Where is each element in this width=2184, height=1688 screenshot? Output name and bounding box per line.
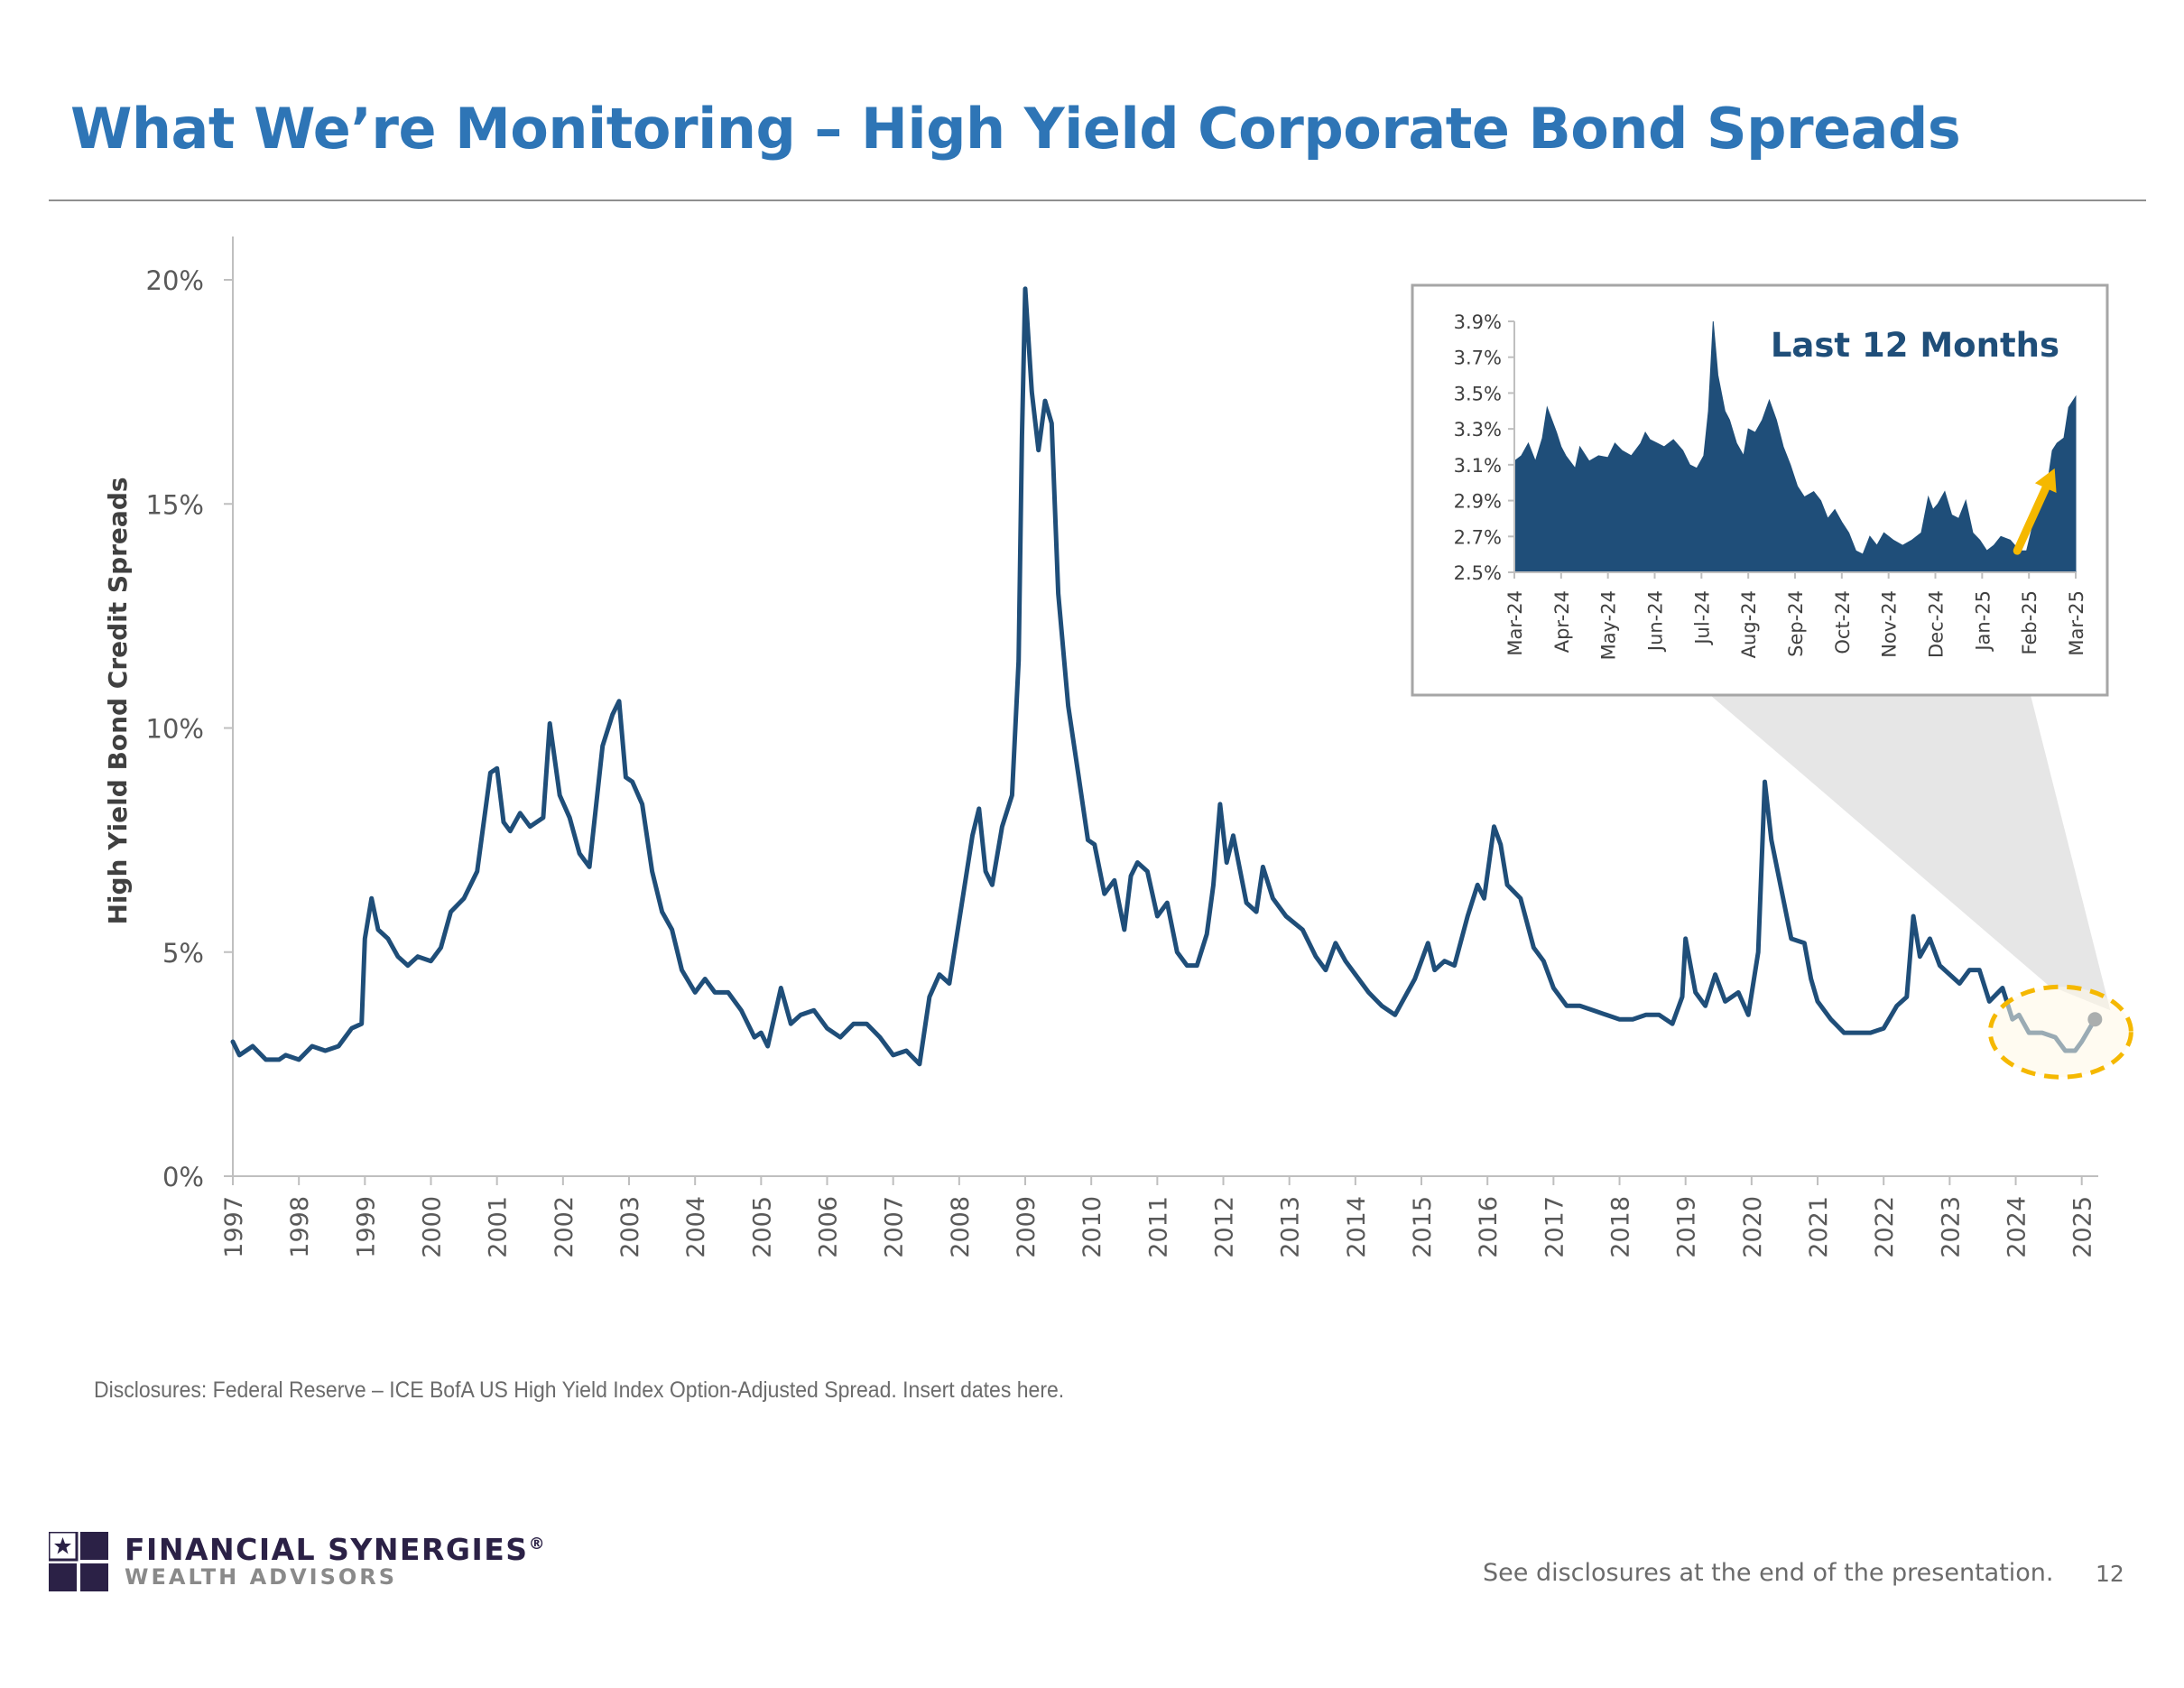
inset-x-tick-label: Jul-24 (1691, 590, 1713, 646)
x-tick-label: 2000 (419, 1196, 447, 1258)
inset-x-tick-label: Mar-25 (2066, 590, 2087, 656)
inset-title: Last 12 Months (1771, 326, 2059, 365)
company-logo: FINANCIAL SYNERGIES® WEALTH ADVISORS (49, 1532, 608, 1591)
y-tick-label: 5% (162, 938, 204, 969)
x-tick-label: 2018 (1607, 1196, 1635, 1258)
x-tick-label: 2011 (1144, 1196, 1172, 1258)
x-tick-label: 2022 (1871, 1196, 1899, 1258)
main-chart-axes: 0% 5% 10% 15% 20% 1997 1998 1999 2000 2001 2002 200… (103, 237, 2098, 1258)
logo-tagline: WEALTH ADVISORS (125, 1564, 398, 1590)
inset-x-tick-label: May-24 (1598, 590, 1620, 660)
inset-y-tick-label: 3.1% (1454, 455, 1502, 477)
x-tick-label: 2019 (1673, 1196, 1701, 1258)
title-divider (49, 199, 2146, 201)
y-tick-label: 20% (146, 265, 204, 296)
inset-y-tick-label: 3.3% (1454, 419, 1502, 441)
y-tick-label: 10% (146, 714, 204, 745)
x-tick-label: 2023 (1937, 1196, 1965, 1258)
disclosure-text: Disclosures: Federal Reserve – ICE BofA … (94, 1377, 1065, 1403)
inset-y-tick-label: 2.5% (1454, 562, 1502, 584)
x-tick-label: 2016 (1475, 1196, 1503, 1258)
x-tick-label: 2007 (881, 1196, 909, 1258)
registered-mark: ® (528, 1535, 547, 1554)
x-tick-label: 1997 (220, 1196, 248, 1258)
page-number: 12 (2096, 1561, 2124, 1587)
x-tick-label: 1998 (286, 1196, 314, 1258)
x-tick-label: 2005 (748, 1196, 776, 1258)
y-tick-label: 0% (162, 1162, 204, 1192)
x-tick-label: 2009 (1013, 1196, 1041, 1258)
inset-y-tick-label: 3.5% (1454, 383, 1502, 404)
x-tick-label: 2012 (1211, 1196, 1239, 1258)
inset-x-tick-label: Jun-24 (1645, 590, 1667, 653)
y-tick-label: 15% (146, 489, 204, 520)
x-tick-label: 2003 (616, 1196, 644, 1258)
spread-series-line (230, 286, 2097, 1067)
x-tick-label: 2002 (551, 1196, 578, 1258)
x-tick-label: 2017 (1541, 1196, 1569, 1258)
x-tick-label: 2004 (682, 1196, 710, 1258)
inset-x-tick-label: Nov-24 (1879, 590, 1901, 658)
inset-x-tick-label: Aug-24 (1738, 590, 1760, 658)
recent-period-highlight (1987, 984, 2133, 1080)
inset-y-tick-label: 2.7% (1454, 526, 1502, 548)
x-tick-label: 2013 (1277, 1196, 1305, 1258)
x-tick-label: 2010 (1078, 1196, 1106, 1258)
x-tick-label: 2006 (815, 1196, 843, 1258)
inset-y-tick-label: 3.9% (1454, 311, 1502, 333)
inset-x-tick-label: Mar-24 (1504, 590, 1526, 656)
inset-y-tick-label: 2.9% (1454, 491, 1502, 513)
x-tick-label: 2015 (1409, 1196, 1437, 1258)
logo-name: FINANCIAL SYNERGIES® (125, 1532, 547, 1567)
trend-arrow-head-icon (2034, 468, 2057, 494)
x-tick-label: 2024 (2004, 1196, 2031, 1258)
zoom-connector (1710, 695, 2111, 1011)
inset-chart: 2.5% 2.7% 2.9% 3.1% 3.3% 3.5% 3.7% 3.9% Mar-24 Ap… (1411, 283, 2109, 697)
x-tick-label: 2025 (2069, 1196, 2097, 1258)
inset-x-tick-label: Jan-25 (1972, 590, 1994, 653)
zoom-callout (1710, 695, 2133, 1080)
inset-x-tick-label: Apr-24 (1551, 590, 1573, 653)
inset-x-tick-label: Feb-25 (2019, 590, 2041, 654)
inset-area (1513, 320, 2077, 573)
y-axis-title: High Yield Bond Credit Spreads (103, 477, 133, 924)
x-tick-label: 2008 (947, 1196, 975, 1258)
x-tick-label: 2014 (1343, 1196, 1371, 1258)
trend-arrow-icon (2013, 484, 2050, 555)
inset-y-tick-label: 3.7% (1454, 348, 1502, 369)
x-tick-label: 2020 (1739, 1196, 1767, 1258)
footer-note: See disclosures at the end of the presen… (1483, 1559, 2054, 1587)
x-tick-label: 2001 (485, 1196, 513, 1258)
logo-mark-icon (49, 1532, 108, 1591)
page-title: What We’re Monitoring – High Yield Corpo… (70, 96, 1961, 162)
inset-x-tick-label: Sep-24 (1785, 590, 1807, 657)
x-tick-label: 1999 (352, 1196, 380, 1258)
inset-x-tick-label: Oct-24 (1832, 590, 1854, 654)
inset-x-tick-label: Dec-24 (1926, 590, 1948, 658)
x-tick-label: 2021 (1805, 1196, 1833, 1258)
